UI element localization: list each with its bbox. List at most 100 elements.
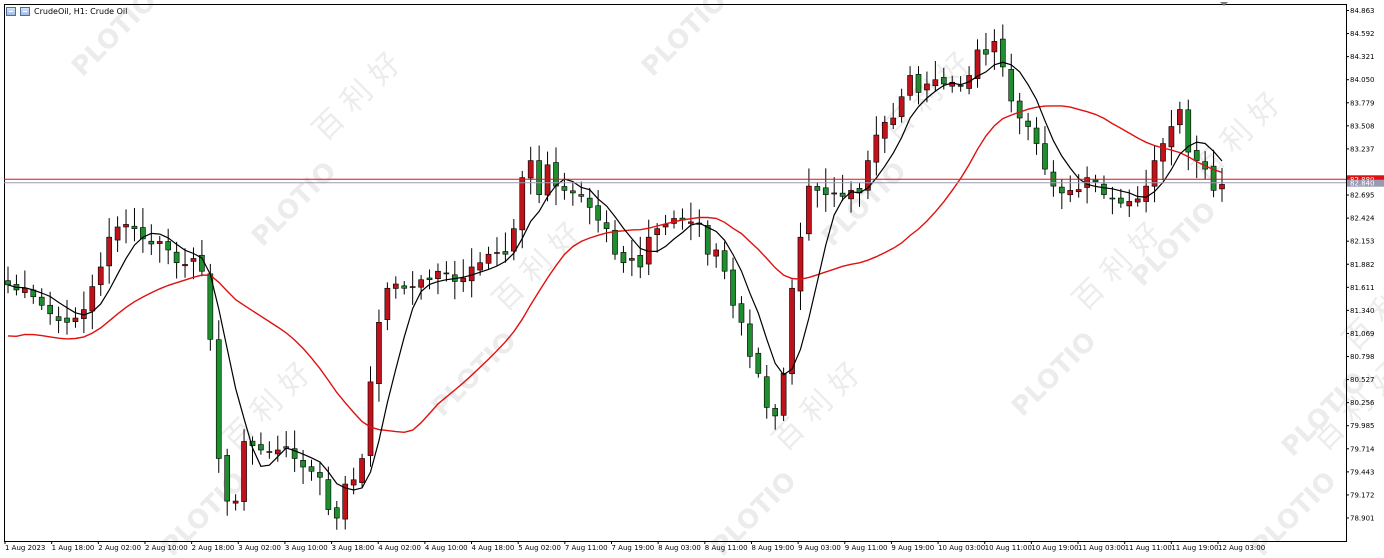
watermark-chinese: 百 利 好 <box>216 356 318 458</box>
bull-candle <box>460 277 467 283</box>
x-axis: 1 Aug 2023 1 Aug 18:00 2 Aug 02:00 2 Aug 10… <box>4 541 1265 552</box>
bear-candle <box>1042 143 1048 170</box>
bear-candle <box>38 296 45 306</box>
bull-candle <box>511 228 517 252</box>
bear-candle <box>148 240 155 245</box>
bear-candle <box>1193 150 1200 161</box>
y-axis: 84.863 84.592 84.321 84.050 83.779 83.508 83.2… <box>1346 7 1384 523</box>
bull-candle <box>494 252 500 254</box>
chart-title: CrudeOil, H1: Crude Oil <box>34 6 128 16</box>
y-tick-label: 83.779 <box>1350 99 1375 107</box>
bull-candle <box>477 262 483 271</box>
bull-candle <box>418 279 424 288</box>
y-tick-label: 84.321 <box>1350 53 1375 61</box>
bear-candle <box>300 460 306 468</box>
bear-candle <box>1058 186 1065 194</box>
bear-candle <box>224 455 231 502</box>
x-tick-label: 8 Aug 03:00 <box>658 544 701 552</box>
x-tick-label: 8 Aug 11:00 <box>705 544 748 552</box>
bull-candle <box>241 441 247 502</box>
bull-candle <box>797 236 804 292</box>
bear-candle <box>721 250 728 272</box>
bull-candle <box>97 266 104 285</box>
watermark-chinese: 百 利 好 <box>306 46 408 148</box>
x-tick-label: 9 Aug 19:00 <box>891 544 934 552</box>
y-tick-label: 82.153 <box>1350 238 1375 246</box>
y-tick-label: 82.424 <box>1350 215 1375 223</box>
bull-candle <box>780 373 787 416</box>
bull-candle <box>654 228 660 236</box>
bear-candle <box>730 269 736 306</box>
chart-window-icon <box>6 6 16 16</box>
bear-candle <box>1025 120 1031 127</box>
x-tick-label: 12 Aug 03:00 <box>1218 544 1265 552</box>
bull-candle <box>713 249 719 257</box>
bull-candle <box>907 75 913 96</box>
bear-candle <box>637 254 644 268</box>
bear-candle <box>983 49 989 55</box>
x-tick-label: 11 Aug 19:00 <box>1171 544 1218 552</box>
x-tick-label: 9 Aug 11:00 <box>845 544 888 552</box>
bull-candle <box>881 121 888 139</box>
bear-candle <box>772 408 779 417</box>
x-tick-label: 8 Aug 19:00 <box>751 544 794 552</box>
bear-candle <box>215 339 222 459</box>
bull-candle <box>932 79 939 87</box>
bear-candle <box>957 85 964 87</box>
watermark-brand: PLOTIO <box>246 156 342 252</box>
bull-candle <box>1168 126 1175 148</box>
bear-candle <box>64 317 70 323</box>
bear-candle <box>1008 69 1015 102</box>
bull-candle <box>182 264 188 267</box>
watermark-chinese: 百 利 好 <box>1186 86 1288 188</box>
bear-candle <box>1092 179 1099 183</box>
y-tick-label: 80.256 <box>1350 399 1375 407</box>
x-tick-label: 10 Aug 03:00 <box>938 544 985 552</box>
bull-candle <box>392 283 399 289</box>
bull-candle <box>789 287 795 375</box>
bull-candle <box>106 236 112 267</box>
watermark-chinese: 百 利 好 <box>486 216 588 318</box>
bull-candle <box>274 449 281 455</box>
bear-candle <box>1185 109 1192 153</box>
x-tick-label: 7 Aug 19:00 <box>612 544 655 552</box>
bear-candle <box>822 187 829 195</box>
bear-candle <box>603 222 610 229</box>
x-tick-label: 4 Aug 18:00 <box>472 544 515 552</box>
bear-candle <box>140 227 146 240</box>
y-tick-label: 84.863 <box>1350 7 1375 15</box>
bull-candle <box>806 185 812 235</box>
bear-candle <box>1210 165 1217 191</box>
price-tag-grey-label: 82.840 <box>1350 180 1375 188</box>
bear-candle <box>1033 127 1040 144</box>
bull-candle <box>190 258 197 262</box>
bull-candle <box>342 483 349 520</box>
bull-candle <box>991 41 998 53</box>
bear-candle <box>755 352 762 374</box>
watermark-brand: PLOTIO <box>816 156 912 252</box>
bear-candle <box>308 466 315 472</box>
bull-candle <box>409 286 416 288</box>
bull-candle <box>1143 185 1149 202</box>
chart-title-bar: CrudeOil, H1: Crude Oil <box>6 4 127 18</box>
x-tick-label: 2 Aug 18:00 <box>192 544 235 552</box>
price-tag-grey <box>1347 179 1384 187</box>
bear-candle <box>586 197 593 208</box>
bear-candle <box>1016 100 1023 119</box>
y-tick-label: 81.069 <box>1350 330 1375 338</box>
bear-candle <box>561 186 568 191</box>
bear-candle <box>131 225 138 229</box>
plot-area[interactable] <box>4 2 1347 542</box>
x-tick-label: 11 Aug 03:00 <box>1078 544 1125 552</box>
watermark-brand: PLOTIO <box>426 326 522 422</box>
bull-candle <box>485 253 492 264</box>
y-tick-label: 83.508 <box>1350 122 1375 130</box>
y-tick-label: 81.882 <box>1350 261 1375 269</box>
x-tick-label: 5 Aug 02:00 <box>518 544 561 552</box>
x-tick-label: 4 Aug 10:00 <box>425 544 468 552</box>
bull-candle <box>435 270 441 280</box>
